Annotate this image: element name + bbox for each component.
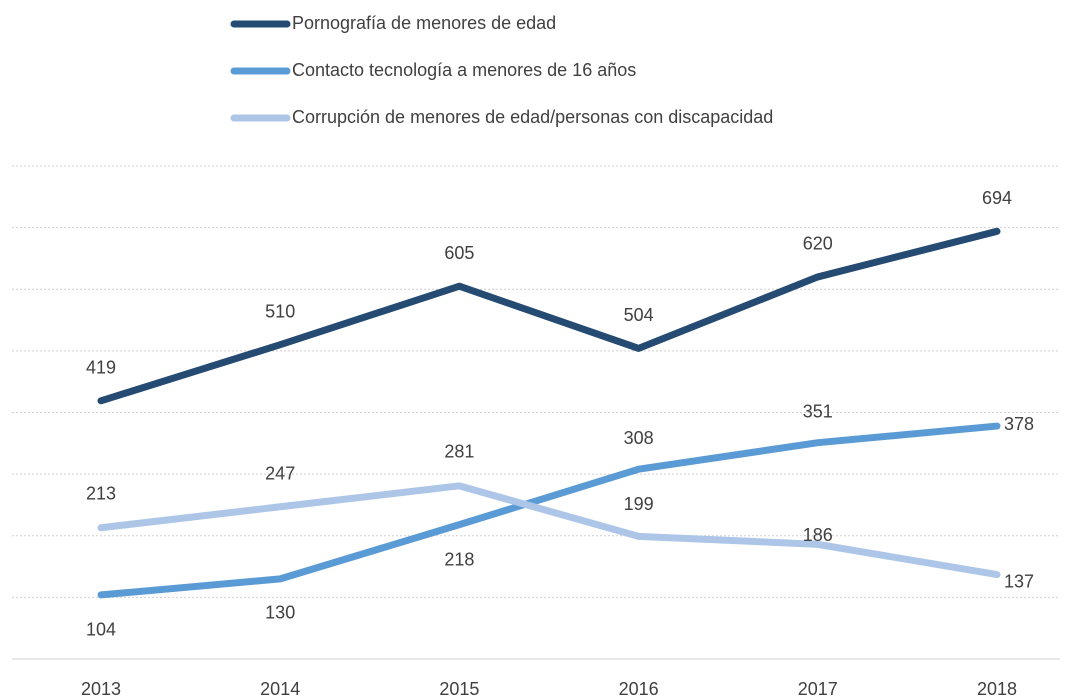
legend-label: Contacto tecnología a menores de 16 años — [292, 60, 636, 80]
legend-label: Pornografía de menores de edad — [292, 13, 556, 33]
x-tick-label: 2013 — [81, 679, 121, 699]
data-label: 199 — [624, 494, 654, 514]
data-label: 213 — [86, 483, 116, 503]
data-label: 351 — [803, 401, 833, 421]
data-label: 137 — [1004, 571, 1034, 591]
data-label: 186 — [803, 525, 833, 545]
data-label: 218 — [444, 549, 474, 569]
data-label: 378 — [1004, 414, 1034, 434]
series-line — [97, 422, 1001, 599]
data-label: 281 — [444, 442, 474, 462]
series-line — [97, 482, 1001, 579]
data-label: 247 — [265, 464, 295, 484]
data-label: 605 — [444, 243, 474, 263]
data-label: 419 — [86, 358, 116, 378]
data-label: 620 — [803, 234, 833, 254]
data-label: 130 — [265, 603, 295, 623]
x-tick-label: 2014 — [260, 679, 300, 699]
legend-label: Corrupción de menores de edad/personas c… — [292, 107, 773, 127]
series-line — [97, 227, 1001, 405]
data-label: 308 — [624, 428, 654, 448]
x-tick-label: 2015 — [439, 679, 479, 699]
x-tick-label: 2018 — [977, 679, 1017, 699]
data-label: 694 — [982, 188, 1012, 208]
data-label: 104 — [86, 620, 116, 640]
data-label: 510 — [265, 301, 295, 321]
data-label: 504 — [624, 305, 654, 325]
x-tick-label: 2016 — [619, 679, 659, 699]
x-tick-label: 2017 — [798, 679, 838, 699]
